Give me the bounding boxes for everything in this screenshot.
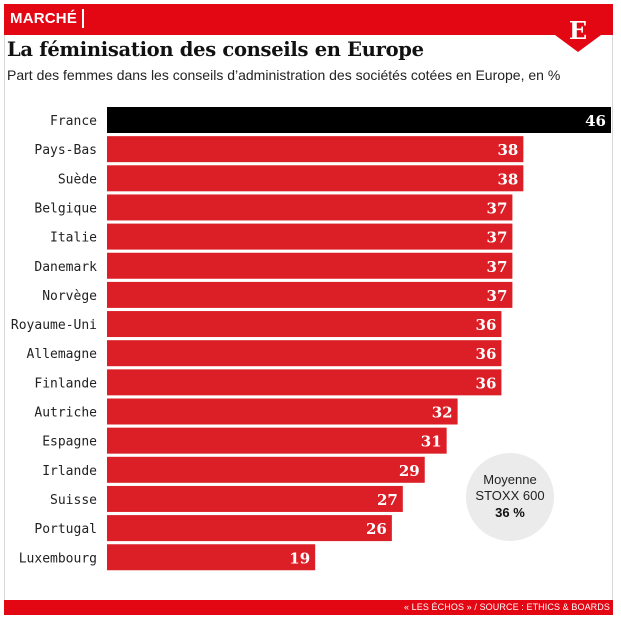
bar: [107, 398, 458, 425]
value-label: 46: [585, 112, 606, 130]
bar: [107, 223, 513, 250]
category-label: Luxembourg: [19, 551, 97, 566]
category-label: France: [50, 114, 97, 129]
value-label: 38: [497, 141, 518, 159]
value-label: 36: [476, 374, 497, 392]
average-label-line1: Moyenne: [483, 472, 536, 487]
rubric-label: MARCHÉ: [10, 10, 78, 27]
footer-bar: [4, 600, 613, 615]
bar: [107, 252, 513, 279]
category-label: Belgique: [34, 201, 97, 216]
bar: [107, 107, 611, 133]
value-label: 37: [487, 287, 508, 305]
bar: [107, 369, 502, 396]
bar: [107, 165, 524, 192]
average-value: 36 %: [495, 505, 525, 520]
value-label: 37: [487, 229, 508, 247]
bar: [107, 456, 425, 483]
chart-title: La féminisation des conseils en Europe: [7, 38, 424, 61]
value-label: 38: [497, 170, 518, 188]
value-label: 27: [377, 491, 398, 509]
category-label: Italie: [50, 231, 97, 246]
bar: [107, 485, 403, 512]
bar: [107, 136, 524, 163]
bar: [107, 281, 513, 308]
value-label: 32: [432, 404, 453, 422]
category-label: Finlande: [34, 376, 97, 391]
bar: [107, 311, 502, 338]
header-bar: [4, 4, 613, 35]
value-label: 31: [421, 433, 442, 451]
category-label: Royaume-Uni: [11, 318, 97, 333]
category-label: Suède: [58, 172, 97, 187]
average-badge: [466, 453, 554, 541]
source-credit: « LES ÉCHOS » / SOURCE : ETHICS & BOARDS: [403, 602, 610, 612]
value-label: 36: [476, 345, 497, 363]
value-label: 26: [366, 520, 387, 538]
chart-subtitle: Part des femmes dans les conseils d’admi…: [7, 67, 561, 83]
category-label: Norvège: [42, 289, 97, 304]
bar: [107, 427, 447, 454]
logo-letter: E: [569, 16, 587, 45]
category-label: Suisse: [50, 493, 97, 508]
category-label: Danemark: [34, 260, 97, 275]
category-label: Irlande: [42, 464, 97, 479]
value-label: 19: [289, 549, 310, 567]
logo-shield: [555, 12, 601, 52]
category-label: Portugal: [34, 522, 97, 537]
bar: [107, 340, 502, 367]
category-label: Pays-Bas: [34, 143, 97, 158]
bar: [107, 544, 316, 571]
bar: [107, 515, 392, 542]
value-label: 29: [399, 462, 420, 480]
bar: [107, 194, 513, 221]
average-label-line2: STOXX 600: [475, 488, 544, 503]
value-label: 36: [476, 316, 497, 334]
value-label: 37: [487, 199, 508, 217]
category-label: Autriche: [34, 406, 97, 421]
rubric-divider: [82, 9, 84, 28]
value-label: 37: [487, 258, 508, 276]
category-label: Allemagne: [27, 347, 98, 362]
les-echos-logo: E: [555, 12, 601, 52]
category-label: Espagne: [42, 435, 97, 450]
